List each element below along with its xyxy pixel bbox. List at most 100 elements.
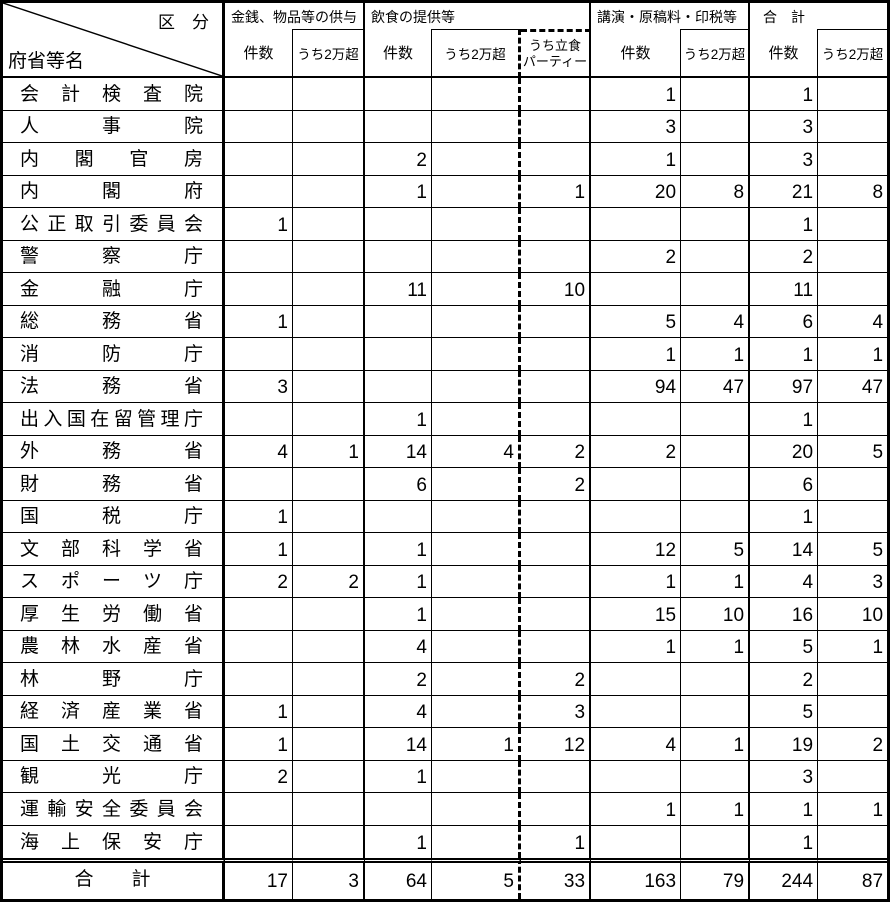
count-cell: 1 xyxy=(365,825,432,858)
count-cell xyxy=(432,110,521,143)
count-cell: 1 xyxy=(293,435,365,468)
subheader-total-over20k: うち2万超 xyxy=(818,29,888,78)
count-cell xyxy=(225,403,293,436)
count-cell: 2 xyxy=(521,663,592,696)
count-cell: 94 xyxy=(591,370,682,403)
count-cell: 6 xyxy=(750,305,819,338)
count-cell: 1 xyxy=(365,565,432,598)
table-footer: 合 計 17 3 64 5 33 163 79 244 87 xyxy=(3,858,888,899)
count-cell xyxy=(681,760,751,793)
count-cell xyxy=(365,500,432,533)
count-cell xyxy=(432,273,521,306)
count-cell xyxy=(365,208,432,241)
count-cell xyxy=(681,240,751,273)
count-cell: 1 xyxy=(225,305,293,338)
count-cell xyxy=(681,695,751,728)
total-lecture-over20k: 79 xyxy=(681,858,751,899)
count-cell xyxy=(521,760,592,793)
count-cell: 1 xyxy=(225,533,293,566)
count-cell xyxy=(681,273,751,306)
count-cell xyxy=(521,305,592,338)
ministry-name: 消防庁 xyxy=(3,338,225,371)
count-cell: 1 xyxy=(225,695,293,728)
count-cell: 1 xyxy=(750,500,819,533)
corner-cell: 区 分 府省等名 xyxy=(3,3,225,78)
count-cell xyxy=(432,598,521,631)
count-cell: 2 xyxy=(293,565,365,598)
count-cell: 1 xyxy=(365,760,432,793)
subheader-money-over20k: うち2万超 xyxy=(293,29,365,78)
count-cell xyxy=(818,501,888,533)
count-cell: 1 xyxy=(681,630,751,663)
ministry-name: 国税庁 xyxy=(3,500,225,533)
count-cell: 1 xyxy=(750,338,819,371)
count-cell xyxy=(818,696,888,728)
count-cell xyxy=(681,825,751,858)
ministry-name: 観光庁 xyxy=(3,760,225,793)
count-cell xyxy=(365,305,432,338)
count-cell: 11 xyxy=(750,273,819,306)
count-cell: 2 xyxy=(521,468,592,501)
count-cell: 2 xyxy=(365,663,432,696)
corner-rows-title: 府省等名 xyxy=(8,51,85,72)
count-cell: 1 xyxy=(750,208,819,241)
count-cell: 1 xyxy=(521,175,592,208)
count-cell: 2 xyxy=(750,663,819,696)
count-cell xyxy=(293,468,365,501)
count-cell: 1 xyxy=(432,728,521,761)
count-cell xyxy=(432,175,521,208)
count-cell xyxy=(681,110,751,143)
count-cell xyxy=(225,793,293,826)
count-cell: 1 xyxy=(750,793,819,826)
group-header-food-drink: 飲食の提供等 xyxy=(365,3,592,29)
group-header-lecture-royalty: 講演・原稿料・印税等 xyxy=(591,3,751,29)
count-cell xyxy=(818,468,888,501)
count-cell: 1 xyxy=(750,78,819,111)
table-row: 法務省 3 94 47 97 47 xyxy=(3,370,888,403)
count-cell xyxy=(225,240,293,273)
table-row: 林野庁 2 2 2 xyxy=(3,663,888,696)
count-cell: 6 xyxy=(750,468,819,501)
count-cell xyxy=(432,663,521,696)
count-cell xyxy=(521,630,592,663)
ministry-name: 厚生労働省 xyxy=(3,598,225,631)
count-cell: 8 xyxy=(818,176,888,208)
count-cell xyxy=(432,78,521,111)
ministry-name: 文部科学省 xyxy=(3,533,225,566)
count-cell: 21 xyxy=(750,175,819,208)
count-cell: 12 xyxy=(591,533,682,566)
count-cell: 5 xyxy=(750,630,819,663)
count-cell xyxy=(591,760,682,793)
ministry-name: 海上保安庁 xyxy=(3,825,225,858)
ministry-name: 公正取引委員会 xyxy=(3,208,225,241)
count-cell xyxy=(293,78,365,111)
total-row-label: 合 計 xyxy=(3,858,225,899)
count-cell: 1 xyxy=(225,500,293,533)
count-cell: 1 xyxy=(818,338,888,371)
count-cell xyxy=(432,825,521,858)
count-cell xyxy=(293,338,365,371)
count-cell: 4 xyxy=(365,630,432,663)
subheader-standing-party-line1: うち立食 xyxy=(529,37,582,53)
count-cell: 1 xyxy=(591,78,682,111)
table-row: 外務省 4 1 14 4 2 2 20 5 xyxy=(3,435,888,468)
count-cell xyxy=(681,208,751,241)
count-cell xyxy=(591,663,682,696)
count-cell xyxy=(818,663,888,696)
total-lecture-count: 163 xyxy=(591,858,682,899)
count-cell xyxy=(521,240,592,273)
count-cell: 1 xyxy=(225,728,293,761)
ministry-name: 財務省 xyxy=(3,468,225,501)
count-cell: 1 xyxy=(521,825,592,858)
ministry-name: 人事院 xyxy=(3,110,225,143)
count-cell: 10 xyxy=(681,598,751,631)
ministry-name: 経済産業省 xyxy=(3,695,225,728)
ministry-name: 総務省 xyxy=(3,305,225,338)
count-cell xyxy=(521,370,592,403)
diagonal-line xyxy=(3,3,222,76)
